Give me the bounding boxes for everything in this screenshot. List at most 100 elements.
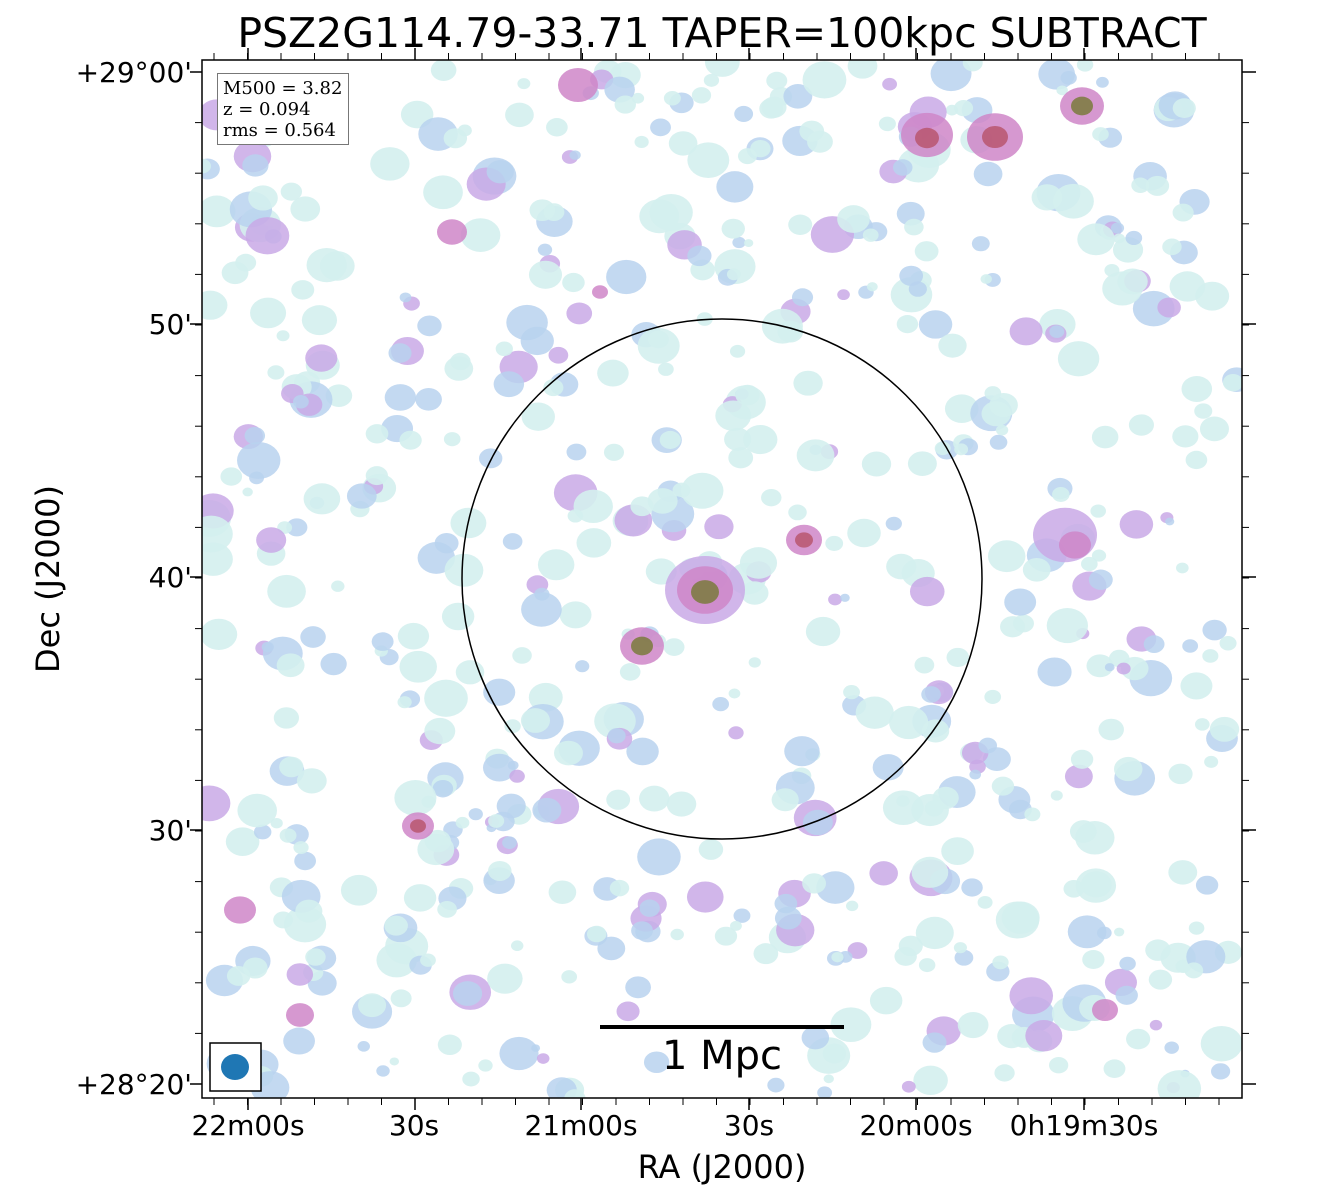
emission-blob — [817, 1086, 833, 1098]
emission-blob — [1091, 549, 1107, 562]
emission-blob — [280, 182, 303, 201]
emission-blob — [441, 602, 475, 631]
emission-blob — [869, 986, 903, 1015]
emission-blob — [847, 518, 881, 548]
emission-blob — [1176, 562, 1189, 574]
emission-blob — [616, 1001, 640, 1022]
emission-blob — [290, 196, 321, 222]
emission-blob — [1209, 716, 1240, 742]
emission-blob — [980, 274, 992, 284]
emission-blob — [399, 430, 422, 450]
emission-blob — [1195, 875, 1219, 895]
emission-blob — [531, 1044, 541, 1052]
emission-blob — [1098, 718, 1124, 741]
emission-blob — [1104, 263, 1120, 277]
emission-blob — [1117, 268, 1148, 295]
emission-blob — [331, 580, 345, 592]
emission-blob — [847, 60, 878, 79]
emission-blob — [801, 1026, 830, 1050]
emission-blob — [417, 833, 455, 866]
emission-blob — [270, 818, 283, 829]
x-tick-label: 0h19m30s — [1009, 1109, 1159, 1142]
emission-blob — [202, 785, 231, 822]
emission-blob — [686, 881, 724, 913]
emission-blob — [783, 84, 813, 109]
emission-blob — [954, 443, 969, 456]
emission-blob — [1077, 223, 1115, 256]
bright-source — [410, 819, 426, 833]
emission-blob — [828, 593, 842, 606]
emission-blob — [430, 60, 457, 81]
emission-blob — [1037, 657, 1072, 687]
emission-blob — [1145, 939, 1171, 961]
emission-blob — [1180, 672, 1213, 700]
emission-blob — [732, 236, 746, 249]
emission-blob — [922, 1032, 947, 1053]
emission-blob — [1052, 183, 1094, 219]
emission-blob — [915, 916, 954, 950]
emission-blob — [631, 921, 653, 940]
emission-blob — [761, 488, 782, 507]
emission-blob — [376, 1065, 390, 1077]
emission-blob — [554, 740, 583, 766]
emission-blob — [1022, 557, 1051, 582]
emission-blob — [444, 356, 474, 381]
emission-blob — [663, 91, 681, 106]
emission-blob — [944, 394, 979, 423]
emission-blob — [802, 61, 847, 99]
emission-blob — [816, 871, 855, 904]
emission-blob — [1052, 487, 1070, 502]
y-tick-label: +29°00' — [75, 56, 192, 89]
emission-blob — [1204, 755, 1219, 768]
emission-blob — [1222, 374, 1242, 392]
emission-blob — [904, 218, 924, 236]
emission-blob — [924, 800, 944, 817]
emission-blob — [365, 466, 388, 486]
bright-source — [691, 580, 719, 604]
emission-blob — [1025, 1020, 1063, 1052]
emission-blob — [279, 756, 304, 778]
emission-blob — [630, 496, 654, 517]
emission-blob — [479, 448, 503, 469]
emission-blob — [837, 205, 870, 233]
emission-blob — [1128, 414, 1154, 436]
emission-blob — [1185, 450, 1208, 470]
emission-blob — [739, 547, 778, 579]
emission-blob — [510, 940, 524, 951]
emission-blob — [462, 1071, 480, 1087]
emission-blob — [831, 951, 844, 963]
emission-blob — [788, 504, 807, 521]
emission-blob — [784, 736, 820, 767]
emission-blob — [561, 970, 578, 984]
emission-blob — [303, 483, 341, 515]
emission-blob — [502, 533, 523, 550]
x-tick-label: 20m00s — [859, 1109, 973, 1142]
emission-blob — [825, 535, 844, 551]
emission-blob — [248, 185, 278, 211]
emission-blob — [767, 1077, 785, 1093]
emission-blob — [681, 472, 724, 509]
emission-blob — [202, 195, 236, 228]
emission-blob — [487, 963, 523, 994]
emission-blob — [995, 424, 1009, 436]
emission-blob — [774, 893, 798, 914]
bright-source — [592, 285, 608, 299]
emission-blob — [971, 236, 990, 252]
emission-blob — [1211, 1063, 1231, 1080]
emission-blob — [1172, 98, 1196, 118]
emission-blob — [946, 647, 970, 668]
emission-blob — [267, 574, 306, 608]
emission-blob — [793, 370, 823, 396]
emission-blob — [614, 95, 636, 114]
emission-blob — [691, 87, 712, 104]
emission-blob — [1172, 203, 1194, 222]
emission-blob — [237, 793, 277, 828]
emission-blob — [855, 696, 894, 729]
emission-blob — [886, 553, 917, 580]
plot-frame — [201, 59, 1243, 1099]
emission-blob — [346, 483, 377, 509]
emission-blob — [517, 78, 531, 90]
emission-blob — [291, 280, 315, 300]
emission-blob — [840, 593, 850, 602]
emission-blob — [242, 487, 253, 497]
